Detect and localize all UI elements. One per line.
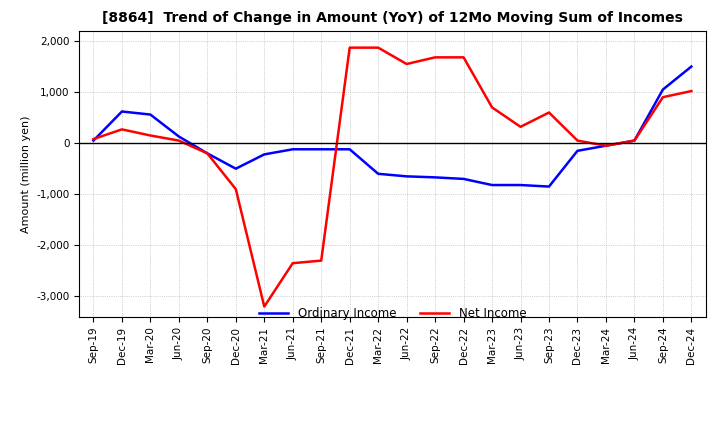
Ordinary Income (174, 134, 183, 139)
Ordinary Income (374, 171, 382, 176)
Net Income (402, 61, 411, 66)
Ordinary Income (203, 151, 212, 156)
Net Income (260, 304, 269, 309)
Ordinary Income (117, 109, 126, 114)
Line: Ordinary Income: Ordinary Income (94, 66, 691, 187)
Net Income (545, 110, 554, 115)
Net Income (174, 138, 183, 143)
Net Income (459, 55, 468, 60)
Legend: Ordinary Income, Net Income: Ordinary Income, Net Income (254, 303, 531, 325)
Ordinary Income (289, 147, 297, 152)
Ordinary Income (402, 174, 411, 179)
Net Income (516, 124, 525, 129)
Title: [8864]  Trend of Change in Amount (YoY) of 12Mo Moving Sum of Incomes: [8864] Trend of Change in Amount (YoY) o… (102, 11, 683, 26)
Y-axis label: Amount (million yen): Amount (million yen) (21, 115, 31, 233)
Net Income (487, 105, 496, 110)
Ordinary Income (459, 176, 468, 182)
Net Income (146, 133, 155, 138)
Ordinary Income (260, 152, 269, 157)
Net Income (317, 258, 325, 263)
Net Income (117, 127, 126, 132)
Ordinary Income (487, 183, 496, 188)
Ordinary Income (346, 147, 354, 152)
Net Income (89, 136, 98, 142)
Net Income (374, 45, 382, 50)
Net Income (289, 260, 297, 266)
Ordinary Income (659, 87, 667, 92)
Net Income (346, 45, 354, 50)
Net Income (687, 88, 696, 94)
Ordinary Income (516, 183, 525, 188)
Ordinary Income (232, 166, 240, 171)
Net Income (232, 187, 240, 192)
Net Income (659, 95, 667, 100)
Net Income (203, 151, 212, 156)
Ordinary Income (146, 112, 155, 117)
Net Income (573, 138, 582, 143)
Net Income (602, 143, 611, 148)
Ordinary Income (545, 184, 554, 189)
Net Income (630, 138, 639, 143)
Ordinary Income (317, 147, 325, 152)
Ordinary Income (573, 148, 582, 154)
Line: Net Income: Net Income (94, 48, 691, 307)
Net Income (431, 55, 439, 60)
Ordinary Income (687, 64, 696, 69)
Ordinary Income (630, 138, 639, 143)
Ordinary Income (602, 143, 611, 148)
Ordinary Income (89, 138, 98, 143)
Ordinary Income (431, 175, 439, 180)
